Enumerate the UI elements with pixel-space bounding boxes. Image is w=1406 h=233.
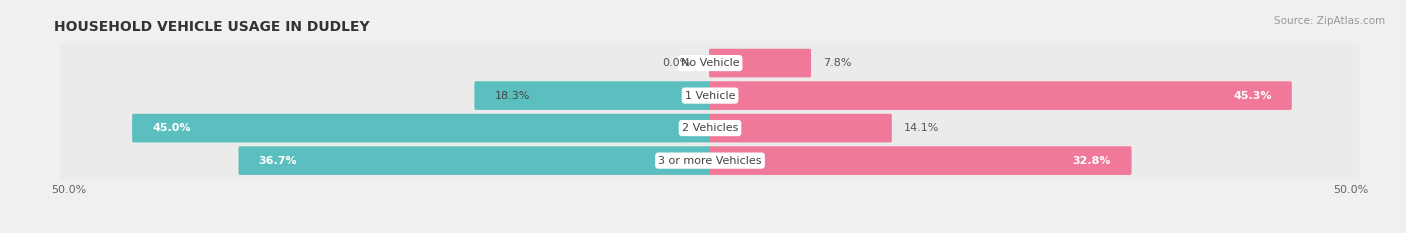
Text: 45.3%: 45.3%: [1233, 91, 1271, 101]
Text: No Vehicle: No Vehicle: [681, 58, 740, 68]
Text: 45.0%: 45.0%: [152, 123, 191, 133]
Text: 18.3%: 18.3%: [495, 91, 530, 101]
Text: 0.0%: 0.0%: [662, 58, 690, 68]
Text: 14.1%: 14.1%: [904, 123, 939, 133]
FancyBboxPatch shape: [709, 146, 1132, 175]
FancyBboxPatch shape: [60, 141, 1360, 180]
Text: HOUSEHOLD VEHICLE USAGE IN DUDLEY: HOUSEHOLD VEHICLE USAGE IN DUDLEY: [53, 20, 370, 34]
Text: 36.7%: 36.7%: [259, 156, 298, 166]
FancyBboxPatch shape: [60, 76, 1360, 115]
FancyBboxPatch shape: [709, 49, 811, 77]
Text: 1 Vehicle: 1 Vehicle: [685, 91, 735, 101]
Text: Source: ZipAtlas.com: Source: ZipAtlas.com: [1274, 16, 1385, 26]
FancyBboxPatch shape: [60, 44, 1360, 82]
Text: 7.8%: 7.8%: [823, 58, 852, 68]
FancyBboxPatch shape: [132, 114, 711, 142]
FancyBboxPatch shape: [239, 146, 711, 175]
Text: 3 or more Vehicles: 3 or more Vehicles: [658, 156, 762, 166]
FancyBboxPatch shape: [709, 81, 1292, 110]
Text: 32.8%: 32.8%: [1073, 156, 1111, 166]
FancyBboxPatch shape: [60, 109, 1360, 147]
FancyBboxPatch shape: [474, 81, 711, 110]
FancyBboxPatch shape: [709, 114, 891, 142]
Text: 2 Vehicles: 2 Vehicles: [682, 123, 738, 133]
